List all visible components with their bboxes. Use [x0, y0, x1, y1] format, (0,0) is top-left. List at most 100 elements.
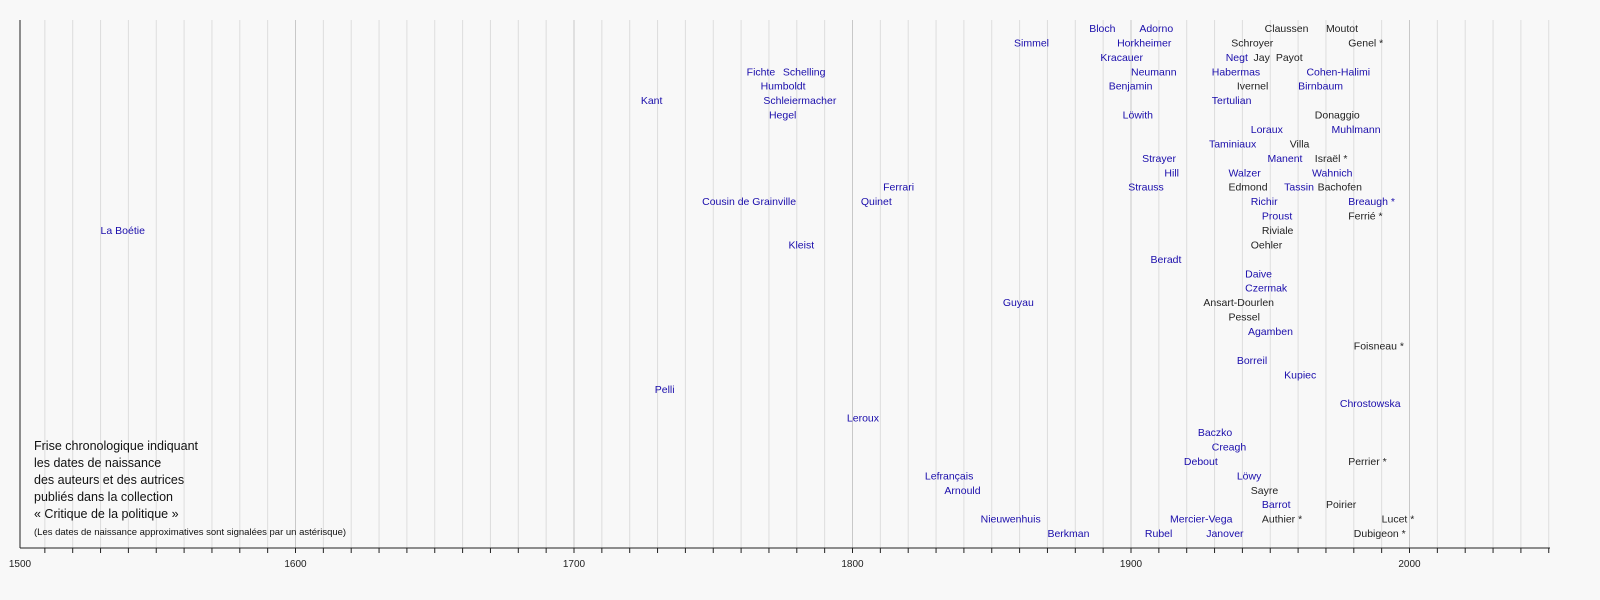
author-label[interactable]: Borreil	[1237, 355, 1267, 367]
author-label[interactable]: Strayer	[1142, 153, 1176, 165]
author-label[interactable]: Janover	[1206, 528, 1244, 540]
author-label[interactable]: Walzer	[1228, 167, 1261, 179]
author-label[interactable]: Berkman	[1047, 528, 1089, 540]
author-label[interactable]: Neumann	[1131, 66, 1177, 78]
author-label[interactable]: Kant	[641, 95, 663, 107]
author-label: Authier *	[1262, 514, 1302, 526]
author-label[interactable]: Schleiermacher	[763, 95, 836, 107]
author-label[interactable]: Kupiec	[1284, 369, 1316, 381]
author-label[interactable]: Löwith	[1123, 110, 1154, 122]
author-label[interactable]: Benjamin	[1109, 81, 1153, 93]
author-label: Moutot	[1326, 23, 1358, 35]
author-label[interactable]: La Boétie	[101, 225, 146, 237]
x-tick-label: 1800	[841, 559, 864, 570]
author-label[interactable]: Beradt	[1150, 254, 1181, 266]
author-label[interactable]: Lefrançais	[925, 470, 973, 482]
author-label: Bachofen	[1318, 182, 1363, 194]
author-label: Payot	[1276, 52, 1303, 64]
author-label[interactable]: Proust	[1262, 211, 1292, 223]
author-label: Ivernel	[1237, 81, 1269, 93]
author-label: Israël *	[1315, 153, 1348, 165]
author-label: Donaggio	[1315, 110, 1360, 122]
author-label[interactable]: Daive	[1245, 268, 1272, 280]
author-label[interactable]: Agamben	[1248, 326, 1293, 338]
author-label[interactable]: Quinet	[861, 196, 892, 208]
author-label[interactable]: Fichte	[747, 66, 776, 78]
author-label[interactable]: Richir	[1251, 196, 1278, 208]
author-label[interactable]: Rubel	[1145, 528, 1172, 540]
author-label: Pessel	[1228, 312, 1260, 324]
caption-line: des auteurs et des autrices	[34, 473, 184, 487]
author-label[interactable]: Tertulian	[1212, 95, 1252, 107]
author-label[interactable]: Humboldt	[761, 81, 806, 93]
author-label[interactable]: Simmel	[1014, 37, 1049, 49]
author-labels: Bloch Adorno Claussen Moutot Simmel Horkheime…	[101, 23, 1415, 540]
caption-line: Frise chronologique indiquant	[34, 439, 199, 453]
author-label: Oehler	[1251, 239, 1283, 251]
x-tick-label: 2000	[1398, 559, 1421, 570]
author-label[interactable]: Guyau	[1003, 297, 1034, 309]
gridlines	[44, 20, 1550, 548]
author-label[interactable]: Horkheimer	[1117, 37, 1172, 49]
author-label[interactable]: Cohen-Halimi	[1306, 66, 1370, 78]
x-tick-label: 1600	[284, 559, 307, 570]
author-label: Villa	[1290, 138, 1310, 150]
author-label: Ansart-Dourlen	[1203, 297, 1274, 309]
author-label[interactable]: Czermak	[1245, 283, 1288, 295]
author-label[interactable]: Adorno	[1139, 23, 1173, 35]
author-label[interactable]: Arnould	[944, 485, 980, 497]
author-label[interactable]: Loraux	[1251, 124, 1284, 136]
x-tick-label: 1500	[9, 559, 32, 570]
author-label[interactable]: Kleist	[788, 239, 814, 251]
author-label[interactable]: Leroux	[847, 413, 880, 425]
author-label[interactable]: Breaugh *	[1348, 196, 1395, 208]
author-label[interactable]: Baczko	[1198, 427, 1233, 439]
author-label[interactable]: Chrostowska	[1340, 398, 1401, 410]
author-label[interactable]: Nieuwenhuis	[981, 514, 1041, 526]
author-label[interactable]: Cousin de Grainville	[702, 196, 796, 208]
author-label: Dubigeon *	[1354, 528, 1406, 540]
author-label[interactable]: Hegel	[769, 110, 796, 122]
author-label[interactable]: Strauss	[1128, 182, 1164, 194]
chart-caption: Frise chronologique indiquant les dates …	[34, 439, 346, 538]
author-label: Lucet *	[1382, 514, 1415, 526]
author-label[interactable]: Schelling	[783, 66, 826, 78]
caption-note: (Les dates de naissance approximatives s…	[34, 527, 346, 538]
author-label[interactable]: Bloch	[1089, 23, 1115, 35]
x-axis-ticks: 1500 1600 1700 1800 1900 2000	[9, 548, 1550, 570]
author-label: Claussen	[1265, 23, 1309, 35]
author-label[interactable]: Pelli	[655, 384, 675, 396]
author-label[interactable]: Wahnich	[1312, 167, 1353, 179]
author-label[interactable]: Hill	[1164, 167, 1179, 179]
author-label[interactable]: Muhlmann	[1332, 124, 1381, 136]
author-label[interactable]: Manent	[1267, 153, 1302, 165]
author-label: Schroyer	[1231, 37, 1274, 49]
author-label[interactable]: Mercier-Vega	[1170, 514, 1233, 526]
caption-line: « Critique de la politique »	[34, 507, 179, 521]
author-label: Jay	[1254, 52, 1271, 64]
author-label: Edmond	[1228, 182, 1267, 194]
author-label: Poirier	[1326, 499, 1357, 511]
author-label[interactable]: Kracauer	[1100, 52, 1143, 64]
author-label[interactable]: Barrot	[1262, 499, 1291, 511]
x-tick-label: 1900	[1120, 559, 1143, 570]
author-label[interactable]: Birnbaum	[1298, 81, 1343, 93]
author-label: Riviale	[1262, 225, 1294, 237]
author-label[interactable]: Löwy	[1237, 470, 1262, 482]
author-label: Foisneau *	[1354, 340, 1404, 352]
author-label[interactable]: Habermas	[1212, 66, 1260, 78]
author-label: Ferrié *	[1348, 211, 1382, 223]
x-tick-label: 1700	[563, 559, 586, 570]
author-label[interactable]: Tassin	[1284, 182, 1314, 194]
author-label: Genel *	[1348, 37, 1383, 49]
author-label: Perrier *	[1348, 456, 1387, 468]
caption-line: publiés dans la collection	[34, 490, 173, 504]
author-label[interactable]: Taminiaux	[1209, 138, 1257, 150]
author-label: Sayre	[1251, 485, 1279, 497]
author-label[interactable]: Debout	[1184, 456, 1218, 468]
author-label[interactable]: Ferrari	[883, 182, 914, 194]
author-label[interactable]: Creagh	[1212, 441, 1247, 453]
author-label[interactable]: Negt	[1226, 52, 1248, 64]
caption-line: les dates de naissance	[34, 456, 161, 470]
